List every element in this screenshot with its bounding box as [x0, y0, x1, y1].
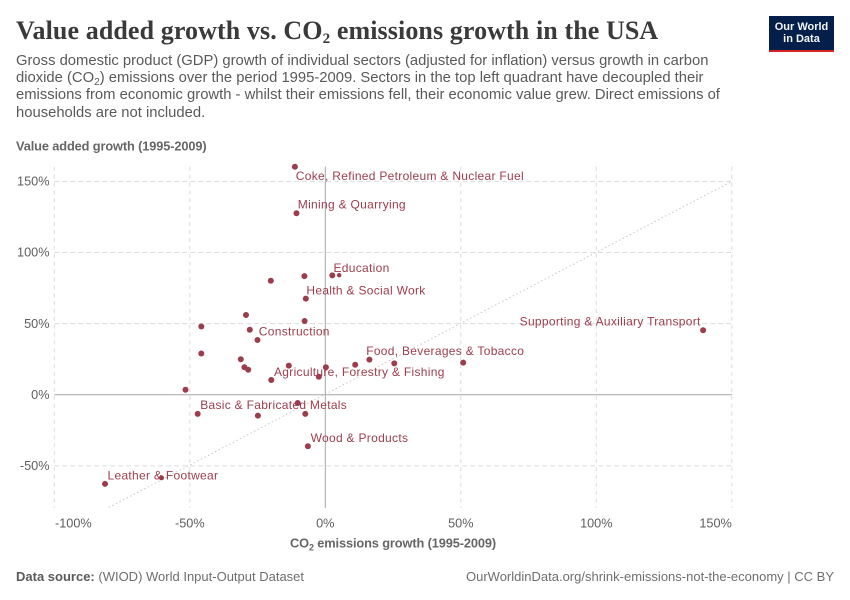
svg-text:-100%: -100%: [55, 516, 92, 530]
svg-text:Basic & Fabricated Metals: Basic & Fabricated Metals: [200, 398, 347, 412]
svg-text:-50%: -50%: [175, 516, 205, 530]
svg-text:-50%: -50%: [20, 459, 50, 473]
svg-text:Value added growth (1995-2009): Value added growth (1995-2009): [16, 139, 207, 154]
svg-text:0%: 0%: [31, 388, 49, 402]
svg-text:Health & Social Work: Health & Social Work: [306, 284, 426, 298]
svg-text:150%: 150%: [699, 516, 731, 530]
svg-text:CO2 emissions growth (1995-200: CO2 emissions growth (1995-2009): [290, 536, 496, 553]
svg-text:50%: 50%: [24, 317, 49, 331]
svg-text:Food, Beverages & Tobacco: Food, Beverages & Tobacco: [366, 344, 524, 358]
svg-text:Agriculture, Forestry & Fishin: Agriculture, Forestry & Fishing: [274, 365, 445, 379]
svg-text:100%: 100%: [17, 246, 49, 260]
svg-text:Construction: Construction: [259, 324, 330, 338]
svg-text:Supporting & Auxiliary Transpo: Supporting & Auxiliary Transport: [520, 315, 701, 329]
svg-text:Leather & Footwear: Leather & Footwear: [108, 468, 219, 482]
svg-text:150%: 150%: [17, 175, 49, 189]
svg-text:Education: Education: [334, 261, 390, 275]
svg-text:50%: 50%: [448, 516, 473, 530]
svg-text:Wood & Products: Wood & Products: [311, 431, 409, 445]
svg-text:Coke, Refined Petroleum & Nucl: Coke, Refined Petroleum & Nuclear Fuel: [296, 169, 524, 183]
svg-text:100%: 100%: [580, 516, 612, 530]
svg-text:Mining & Quarrying: Mining & Quarrying: [298, 198, 406, 212]
svg-text:0%: 0%: [316, 516, 334, 530]
